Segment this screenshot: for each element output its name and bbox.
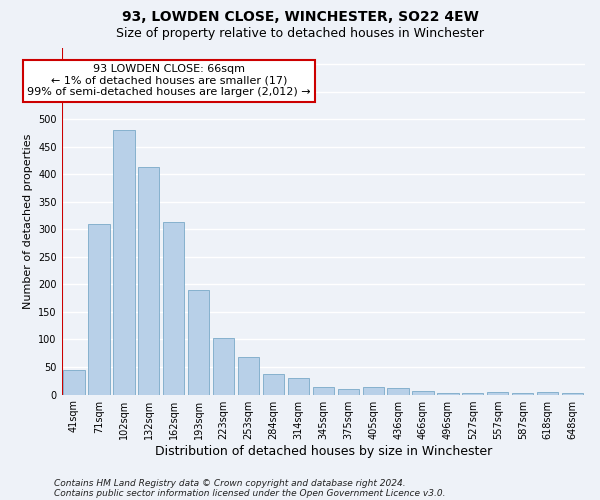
Bar: [188, 290, 209, 395]
Bar: [113, 130, 134, 394]
Bar: [437, 393, 458, 394]
X-axis label: Distribution of detached houses by size in Winchester: Distribution of detached houses by size …: [155, 444, 492, 458]
Bar: [263, 374, 284, 394]
Bar: [512, 393, 533, 394]
Bar: [487, 392, 508, 394]
Bar: [462, 393, 484, 394]
Bar: [288, 378, 309, 394]
Bar: [213, 338, 234, 394]
Text: 93, LOWDEN CLOSE, WINCHESTER, SO22 4EW: 93, LOWDEN CLOSE, WINCHESTER, SO22 4EW: [122, 10, 478, 24]
Bar: [562, 393, 583, 394]
Bar: [163, 222, 184, 394]
Bar: [238, 357, 259, 395]
Text: Contains HM Land Registry data © Crown copyright and database right 2024.: Contains HM Land Registry data © Crown c…: [54, 478, 406, 488]
Bar: [64, 370, 85, 394]
Y-axis label: Number of detached properties: Number of detached properties: [23, 134, 32, 308]
Text: 93 LOWDEN CLOSE: 66sqm
← 1% of detached houses are smaller (17)
99% of semi-deta: 93 LOWDEN CLOSE: 66sqm ← 1% of detached …: [27, 64, 311, 97]
Bar: [388, 388, 409, 394]
Bar: [138, 167, 160, 394]
Bar: [313, 388, 334, 394]
Bar: [88, 224, 110, 394]
Text: Size of property relative to detached houses in Winchester: Size of property relative to detached ho…: [116, 28, 484, 40]
Bar: [537, 392, 558, 394]
Bar: [362, 388, 384, 394]
Bar: [338, 389, 359, 394]
Text: Contains public sector information licensed under the Open Government Licence v3: Contains public sector information licen…: [54, 488, 445, 498]
Bar: [412, 390, 434, 394]
